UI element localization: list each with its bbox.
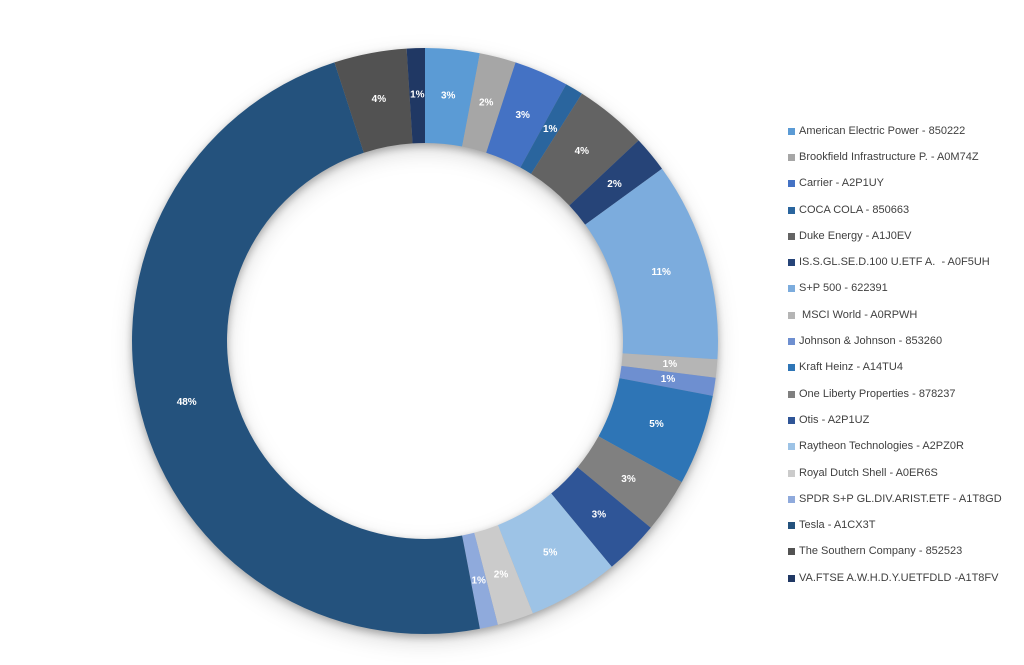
legend-swatch [788, 390, 795, 398]
slice-percentage-label: 3% [621, 474, 636, 485]
legend-label: IS.S.GL.SE.D.100 U.ETF A. - A0F5UH [799, 256, 990, 269]
legend-label: MSCI World - A0RPWH [799, 308, 918, 321]
legend-swatch [788, 548, 795, 556]
legend-item[interactable]: Brookfield Infrastructure P. - A0M74Z [788, 144, 1018, 170]
legend-swatch [788, 180, 795, 188]
pie-slice[interactable] [425, 48, 480, 147]
legend-label: SPDR S+P GL.DIV.ARIST.ETF - A1T8GD [799, 492, 1002, 505]
legend-label: Carrier - A2P1UY [799, 177, 884, 190]
legend-label: One Liberty Properties - 878237 [799, 387, 956, 400]
legend-swatch [788, 311, 795, 319]
legend-label: S+P 500 - 622391 [799, 282, 888, 295]
slice-percentage-label: 3% [441, 91, 456, 102]
pie-slice[interactable] [462, 532, 498, 629]
legend-item[interactable]: Johnson & Johnson - 853260 [788, 328, 1018, 354]
legend-item[interactable]: One Liberty Properties - 878237 [788, 381, 1018, 407]
legend-item[interactable]: Carrier - A2P1UY [788, 171, 1018, 197]
legend-swatch [788, 364, 795, 372]
chart-legend: American Electric Power - 850222 Brookfie… [788, 118, 1018, 591]
slice-percentage-label: 5% [543, 547, 558, 558]
legend-item[interactable]: S+P 500 - 622391 [788, 276, 1018, 302]
legend-label: Duke Energy - A1J0EV [799, 229, 912, 242]
legend-swatch [788, 522, 795, 530]
pie-slice[interactable] [569, 140, 663, 225]
slice-percentage-label: 5% [649, 419, 664, 430]
legend-label: Otis - A2P1UZ [799, 413, 870, 426]
pie-slice[interactable] [334, 48, 413, 153]
slice-percentage-label: 4% [575, 146, 590, 157]
legend-label: Johnson & Johnson - 853260 [799, 335, 943, 348]
pie-slice[interactable] [406, 48, 425, 144]
legend-label: American Electric Power - 850222 [799, 124, 966, 137]
pie-slice[interactable] [551, 467, 651, 567]
legend-item[interactable]: The Southern Company - 852523 [788, 539, 1018, 565]
legend-item[interactable]: VA.FTSE A.W.H.D.Y.UETFDLD -A1T8FV [788, 565, 1018, 591]
legend-swatch [788, 469, 795, 477]
pie-slice[interactable] [462, 53, 516, 153]
legend-swatch [788, 285, 795, 293]
pie-slice[interactable] [474, 525, 533, 625]
pie-slice[interactable] [497, 493, 612, 614]
legend-swatch [788, 416, 795, 424]
legend-label: Kraft Heinz - A14TU4 [799, 361, 903, 374]
slice-percentage-label: 3% [515, 110, 530, 121]
slice-percentage-label: 1% [471, 576, 486, 587]
legend-swatch [788, 206, 795, 214]
slice-percentage-label: 11% [651, 267, 671, 278]
legend-swatch [788, 443, 795, 451]
legend-item[interactable]: Duke Energy - A1J0EV [788, 223, 1018, 249]
pie-slice[interactable] [486, 62, 567, 168]
pie-slice[interactable] [531, 93, 639, 206]
legend-swatch [788, 153, 795, 161]
donut-slices-group [132, 48, 718, 634]
legend-item[interactable]: IS.S.GL.SE.D.100 U.ETF A. - A0F5UH [788, 249, 1018, 275]
pie-slice[interactable] [577, 436, 682, 528]
donut-labels-group: 3% 2% 3% 1% 4% 2% 11% 1% 1% 5% 3% 3% 5% 2% 1% 48% 4% 1% [177, 90, 678, 587]
pie-slice[interactable] [520, 84, 582, 174]
legend-swatch [788, 495, 795, 503]
legend-label: Raytheon Technologies - A2PZ0R [799, 440, 964, 453]
legend-item[interactable]: COCA COLA - 850663 [788, 197, 1018, 223]
pie-slice[interactable] [619, 365, 716, 396]
slice-percentage-label: 1% [543, 124, 558, 135]
legend-item[interactable]: Tesla - A1CX3T [788, 512, 1018, 538]
slice-percentage-label: 48% [177, 397, 197, 408]
legend-label: COCA COLA - 850663 [799, 203, 910, 216]
slice-percentage-label: 3% [592, 510, 607, 521]
slice-percentage-label: 2% [494, 570, 509, 581]
slice-percentage-label: 2% [607, 179, 622, 190]
legend-swatch [788, 574, 795, 582]
legend-item[interactable]: Royal Dutch Shell - A0ER6S [788, 460, 1018, 486]
legend-item[interactable]: Otis - A2P1UZ [788, 407, 1018, 433]
legend-label: The Southern Company - 852523 [799, 545, 963, 558]
slice-percentage-label: 2% [479, 97, 494, 108]
legend-swatch [788, 232, 795, 240]
slice-percentage-label: 1% [663, 359, 678, 370]
legend-item[interactable]: MSCI World - A0RPWH [788, 302, 1018, 328]
pie-slice[interactable] [585, 168, 718, 360]
legend-item[interactable]: American Electric Power - 850222 [788, 118, 1018, 144]
legend-item[interactable]: SPDR S+P GL.DIV.ARIST.ETF - A1T8GD [788, 486, 1018, 512]
legend-swatch [788, 259, 795, 267]
slice-percentage-label: 1% [661, 374, 676, 385]
legend-label: VA.FTSE A.W.H.D.Y.UETFDLD -A1T8FV [799, 571, 999, 584]
pie-slice[interactable] [598, 378, 713, 483]
pie-slice[interactable] [132, 62, 480, 634]
legend-item[interactable]: Kraft Heinz - A14TU4 [788, 355, 1018, 381]
legend-swatch [788, 338, 795, 346]
legend-label: Royal Dutch Shell - A0ER6S [799, 466, 938, 479]
pie-slice[interactable] [621, 353, 718, 378]
legend-label: Brookfield Infrastructure P. - A0M74Z [799, 150, 979, 163]
legend-swatch [788, 127, 795, 135]
slice-percentage-label: 1% [410, 90, 425, 101]
legend-item[interactable]: Raytheon Technologies - A2PZ0R [788, 434, 1018, 460]
slice-percentage-label: 4% [372, 94, 387, 105]
legend-label: Tesla - A1CX3T [799, 519, 876, 532]
